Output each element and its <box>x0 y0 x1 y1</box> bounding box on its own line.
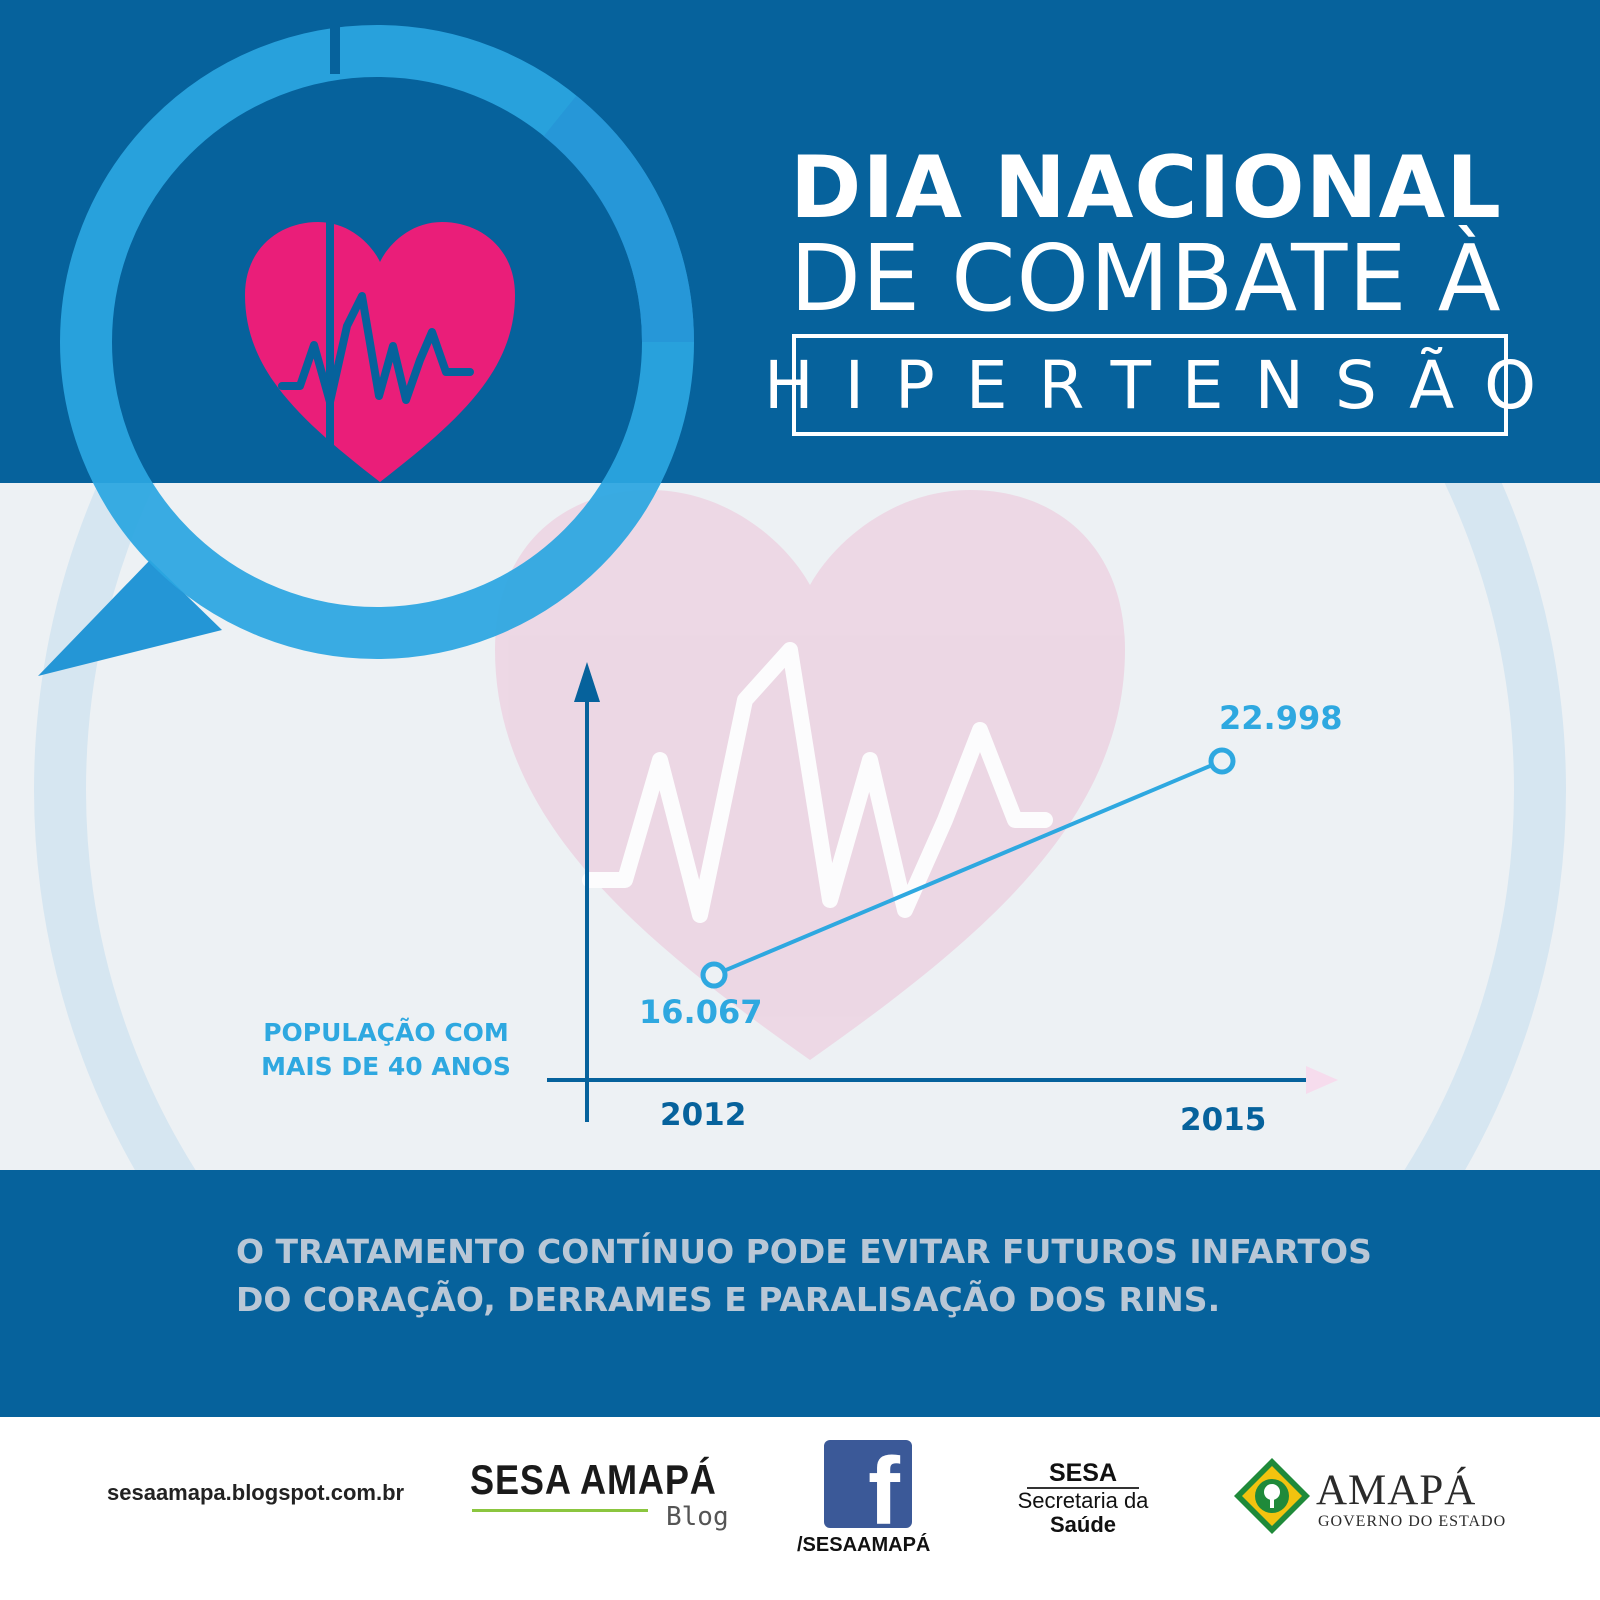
footer <box>0 1417 1600 1600</box>
data-label: 22.998 <box>1219 698 1343 737</box>
title-line3: HIPERTENSÃO <box>763 346 1568 424</box>
message-band <box>0 1170 1600 1417</box>
facebook-letter: f <box>868 1438 900 1545</box>
title-line1: DIA NACIONAL <box>790 138 1502 238</box>
data-point <box>1208 747 1236 775</box>
y-axis-label-line1: POPULAÇÃO COM <box>263 1018 509 1047</box>
sesa-amapa-blog-logo[interactable]: SESA AMAPÁ Blog <box>470 1456 740 1538</box>
facebook-icon[interactable]: f <box>824 1440 912 1540</box>
x-axis-arrow <box>1306 1066 1338 1094</box>
sesa-secretaria-logo: SESA Secretaria da Saúde <box>1003 1460 1163 1537</box>
title-line2: DE COMBATE À <box>790 225 1502 332</box>
sesa-acronym: SESA <box>1026 1460 1140 1489</box>
amapa-sub: GOVERNO DO ESTADO <box>1318 1513 1507 1530</box>
message-line2: DO CORAÇÃO, DERRAMES E PARALISAÇÃO DOS R… <box>236 1280 1221 1319</box>
facebook-handle[interactable]: /SESAAMAPÁ <box>797 1534 931 1556</box>
data-label: 16.067 <box>639 993 763 1032</box>
amapa-name: AMAPÁ <box>1316 1467 1477 1514</box>
blog-url-link[interactable]: sesaamapa.blogspot.com.br <box>107 1480 405 1505</box>
heart-pulse-icon <box>245 222 515 482</box>
y-axis-label: POPULAÇÃO COM MAIS DE 40 ANOS <box>236 1016 536 1084</box>
message-text: O TRATAMENTO CONTÍNUO PODE EVITAR FUTURO… <box>236 1228 1536 1324</box>
amapa-governo-logo: AMAPÁ GOVERNO DO ESTADO <box>1232 1456 1505 1536</box>
title-box: HIPERTENSÃO <box>763 334 1568 436</box>
sesa-saude-line: Saúde <box>1049 1512 1117 1537</box>
sesa-blog-underline <box>472 1509 648 1512</box>
y-axis-label-line2: MAIS DE 40 ANOS <box>261 1052 511 1081</box>
sesa-blog-name: SESA AMAPÁ <box>470 1456 717 1503</box>
heart-watermark-icon <box>495 490 1125 1060</box>
background-ring <box>34 483 1566 1170</box>
bubble-tail <box>38 560 222 676</box>
x-tick-label: 2012 <box>660 1097 747 1133</box>
message-line1: O TRATAMENTO CONTÍNUO PODE EVITAR FUTURO… <box>236 1232 1372 1271</box>
data-point <box>700 961 728 989</box>
x-tick-label: 2015 <box>1180 1102 1267 1138</box>
sesa-blog-sub: Blog <box>666 1502 729 1532</box>
series-line <box>713 759 1223 977</box>
y-axis-arrow <box>574 662 600 702</box>
amapa-emblem-icon <box>1234 1458 1310 1534</box>
sesa-secretaria-line: Secretaria da <box>1017 1488 1149 1513</box>
